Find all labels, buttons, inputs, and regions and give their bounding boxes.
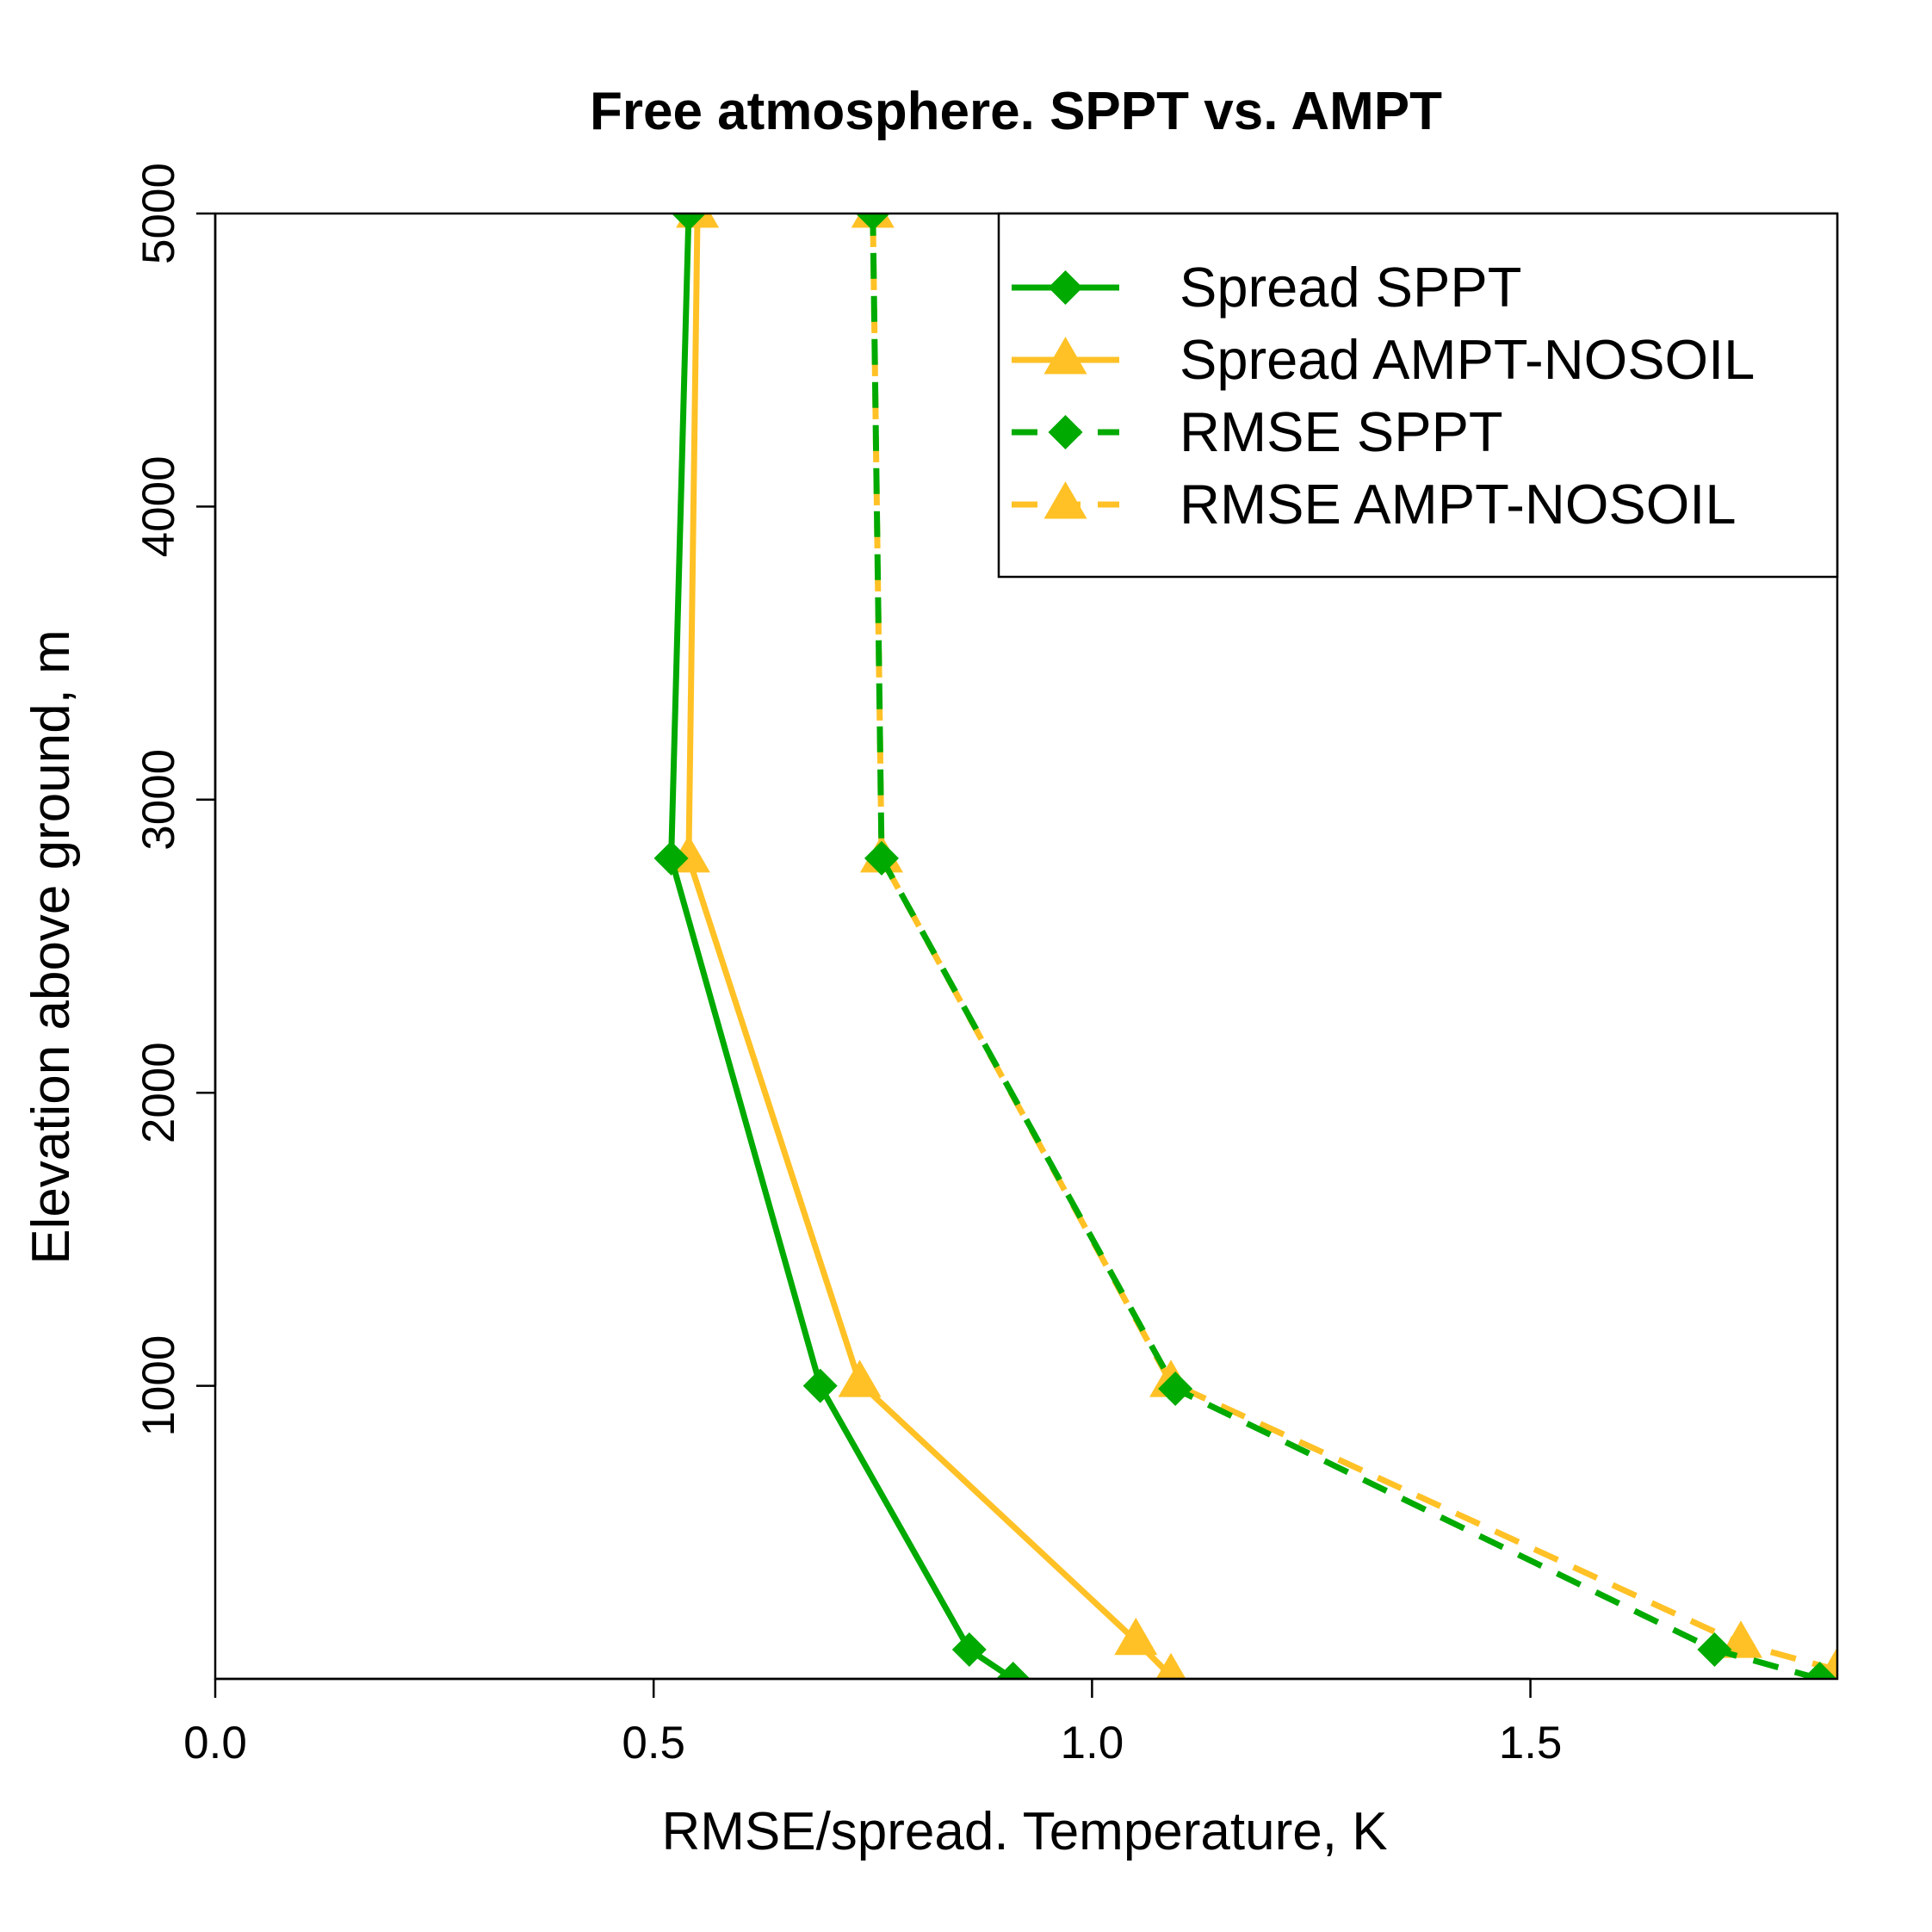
x-axis-label: RMSE/spread. Temperature, K [661, 1802, 1387, 1861]
legend-entry: RMSE AMPT-NOSOIL [1012, 473, 1737, 536]
x-tick-label: 1.5 [1499, 1718, 1563, 1768]
data-point [995, 1662, 1031, 1679]
data-point [1155, 1652, 1186, 1679]
legend-swatch-marker [1048, 415, 1083, 449]
series-line [870, 214, 1837, 1674]
data-point [1114, 1617, 1158, 1656]
legend-entry: RMSE SPPT [1012, 400, 1503, 463]
data-point [802, 1368, 838, 1403]
y-tick-label: 2000 [133, 1042, 184, 1143]
y-tick-label: 4000 [133, 455, 184, 557]
legend-entry: Spread SPPT [1012, 256, 1521, 319]
data-point [1158, 1372, 1193, 1407]
legend-swatch-marker [1043, 481, 1087, 519]
data-point [1802, 1662, 1837, 1679]
data-point [1818, 1646, 1837, 1679]
x-tick-label: 0.5 [622, 1718, 685, 1768]
series-layer [653, 214, 1837, 1679]
x-tick-label: 1.0 [1061, 1718, 1124, 1768]
x-axis: 0.0 0.5 1.0 1.5 [183, 1677, 1563, 1768]
legend-entry: Spread AMPT-NOSOIL [1012, 328, 1755, 391]
y-axis: 1000 2000 3000 4000 5000 [133, 163, 217, 1437]
data-point [653, 840, 689, 876]
data-point [1697, 1632, 1732, 1667]
legend-label: Spread SPPT [1180, 256, 1521, 319]
series-line [668, 214, 1015, 1679]
y-tick-label: 1000 [133, 1335, 184, 1437]
data-point [855, 214, 890, 231]
legend-swatch-marker [1048, 270, 1083, 305]
y-tick-label: 3000 [133, 749, 184, 851]
legend: Spread SPPT Spread AMPT-NOSOIL RMSE SPPT RM… [997, 212, 1839, 579]
legend-label: RMSE AMPT-NOSOIL [1180, 473, 1737, 536]
data-point [864, 840, 899, 876]
legend-label: RMSE SPPT [1180, 400, 1503, 463]
y-axis-label: Elevation above ground, m [22, 629, 81, 1265]
data-point [951, 1632, 987, 1667]
series-2 [855, 214, 1837, 1679]
legend-swatch-marker [1043, 337, 1087, 375]
series-0 [653, 214, 1031, 1679]
x-tick-label: 0.0 [183, 1718, 247, 1768]
y-tick-label: 5000 [133, 163, 184, 264]
legend-box [997, 212, 1839, 579]
legend-label: Spread AMPT-NOSOIL [1180, 328, 1755, 391]
data-point [838, 1359, 882, 1397]
chart-title: Free atmosphere. SPPT vs. AMPT [590, 82, 1442, 141]
data-point [671, 214, 706, 231]
